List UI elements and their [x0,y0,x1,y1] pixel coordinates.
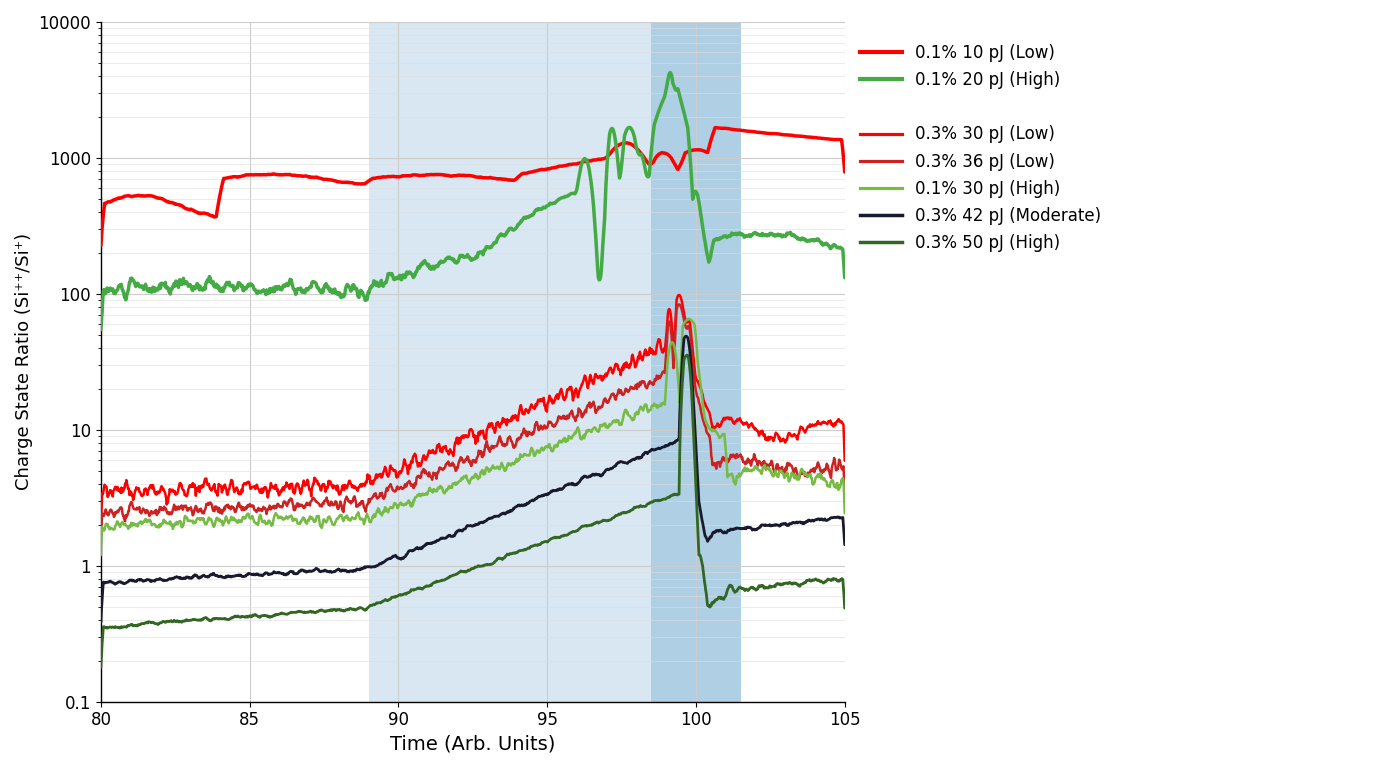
0.3% 50 pJ (High) [218,614,235,624]
Bar [368,22,651,702]
Line: 0.1% 20 pJ (High): 0.1% 20 pJ (High) [101,72,844,330]
0.3% 36 pJ (Low) [92,533,109,542]
0.1% 10 pJ (Low) [92,241,109,251]
0.1% 30 pJ (High) [836,508,853,518]
0.1% 30 pJ (High) [192,514,209,523]
0.3% 36 pJ (Low) [218,501,235,511]
0.3% 30 pJ (Low) [343,480,360,489]
0.3% 30 pJ (Low) [498,414,515,424]
0.3% 36 pJ (Low) [498,438,515,448]
0.1% 30 pJ (High) [92,551,109,560]
0.3% 42 pJ (Moderate) [498,508,515,517]
0.1% 20 pJ (High) [92,325,109,335]
0.3% 50 pJ (High) [483,560,500,569]
Bar [651,22,741,702]
Line: 0.3% 30 pJ (Low): 0.3% 30 pJ (Low) [101,295,844,525]
X-axis label: Time (Arb. Units): Time (Arb. Units) [391,735,556,754]
0.3% 36 pJ (Low) [414,464,431,474]
0.3% 50 pJ (High) [343,604,360,614]
0.1% 10 pJ (Low) [414,171,431,180]
0.1% 30 pJ (High) [680,315,697,324]
0.3% 36 pJ (Low) [671,300,687,309]
0.3% 42 pJ (Moderate) [678,331,694,341]
0.1% 10 pJ (Low) [483,173,500,182]
0.3% 36 pJ (Low) [192,505,209,514]
0.3% 42 pJ (Moderate) [92,618,109,627]
0.1% 20 pJ (High) [218,279,235,288]
0.1% 20 pJ (High) [498,227,515,236]
0.1% 10 pJ (Low) [707,123,724,132]
0.1% 30 pJ (High) [498,461,515,471]
0.3% 42 pJ (Moderate) [483,514,500,523]
0.3% 42 pJ (Moderate) [414,541,431,551]
0.1% 10 pJ (Low) [192,208,209,218]
0.1% 30 pJ (High) [483,464,500,473]
0.1% 20 pJ (High) [836,273,853,282]
0.3% 30 pJ (Low) [671,291,687,300]
0.1% 10 pJ (Low) [836,168,853,177]
0.1% 20 pJ (High) [662,68,679,77]
0.3% 42 pJ (Moderate) [343,567,360,576]
0.1% 10 pJ (Low) [343,178,360,188]
0.3% 42 pJ (Moderate) [192,574,209,583]
Line: 0.3% 50 pJ (High): 0.3% 50 pJ (High) [101,355,844,667]
Y-axis label: Charge State Ratio (Si⁺⁺/Si⁺): Charge State Ratio (Si⁺⁺/Si⁺) [15,233,34,491]
0.3% 36 pJ (Low) [836,489,853,498]
0.3% 42 pJ (Moderate) [218,571,235,581]
0.3% 30 pJ (Low) [483,418,500,428]
0.3% 50 pJ (High) [679,351,696,360]
0.3% 36 pJ (Low) [483,441,500,451]
0.3% 50 pJ (High) [192,616,209,625]
0.1% 30 pJ (High) [414,491,431,500]
0.3% 30 pJ (Low) [192,488,209,497]
0.1% 30 pJ (High) [218,512,235,521]
0.1% 20 pJ (High) [343,285,360,294]
0.1% 30 pJ (High) [343,514,360,523]
0.1% 20 pJ (High) [192,285,209,295]
0.3% 50 pJ (High) [414,583,431,592]
Legend: 0.1% 10 pJ (Low), 0.1% 20 pJ (High),  , 0.3% 30 pJ (Low), 0.3% 36 pJ (Low), 0.1%: 0.1% 10 pJ (Low), 0.1% 20 pJ (High), , 0… [861,44,1102,252]
0.3% 30 pJ (Low) [218,484,235,493]
0.3% 36 pJ (Low) [343,498,360,507]
0.1% 10 pJ (Low) [498,175,515,185]
Line: 0.1% 10 pJ (Low): 0.1% 10 pJ (Low) [101,128,844,246]
Line: 0.3% 42 pJ (Moderate): 0.3% 42 pJ (Moderate) [101,336,844,622]
0.1% 10 pJ (Low) [218,174,235,183]
0.3% 50 pJ (High) [92,663,109,672]
0.3% 50 pJ (High) [836,604,853,613]
0.3% 30 pJ (Low) [836,456,853,465]
Line: 0.3% 36 pJ (Low): 0.3% 36 pJ (Low) [101,305,844,538]
0.3% 30 pJ (Low) [414,451,431,460]
0.1% 20 pJ (High) [414,258,431,267]
0.1% 20 pJ (High) [483,241,500,251]
0.3% 50 pJ (High) [498,550,515,559]
0.3% 42 pJ (Moderate) [836,540,853,549]
0.3% 30 pJ (Low) [92,521,109,530]
Line: 0.1% 30 pJ (High): 0.1% 30 pJ (High) [101,319,844,555]
